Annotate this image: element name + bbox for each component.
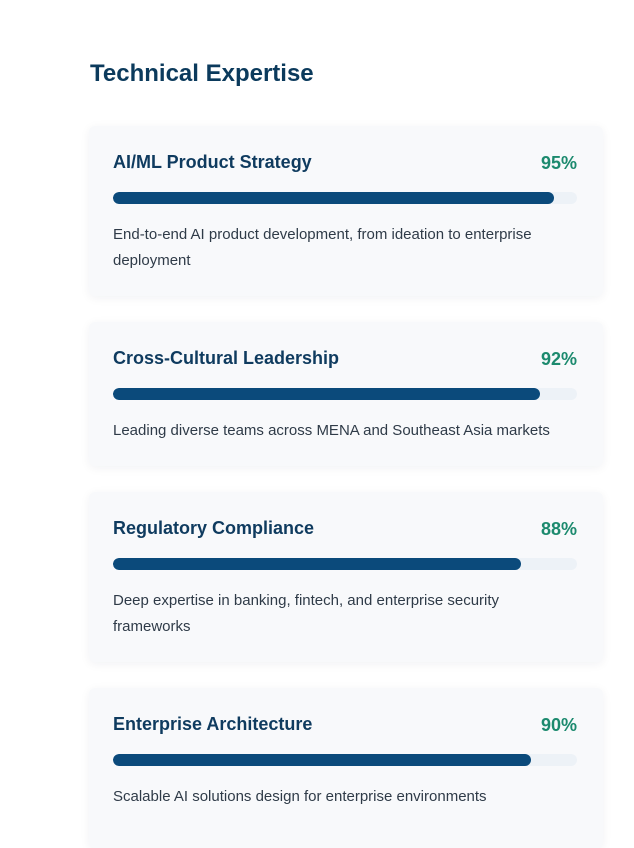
skill-progress-fill <box>113 558 522 570</box>
skill-card-regulatory-compliance: Regulatory Compliance 88% Deep expertise… <box>89 492 603 662</box>
skill-card-header: Cross-Cultural Leadership 92% <box>113 348 577 374</box>
section-title: Technical Expertise <box>90 60 314 87</box>
skill-percent: 88% <box>540 519 577 539</box>
skill-percent: 92% <box>540 349 577 369</box>
skill-progress-track <box>113 192 577 204</box>
skill-progress-fill <box>113 192 554 204</box>
skill-description: Deep expertise in banking, fintech, and … <box>113 592 500 635</box>
skill-card-header: AI/ML Product Strategy 95% <box>113 152 577 178</box>
skill-card-header: Regulatory Compliance 88% <box>113 518 577 544</box>
skill-name: AI/ML Product Strategy <box>113 152 312 172</box>
skill-description: Scalable AI solutions design for enterpr… <box>113 788 487 805</box>
skill-card-header: Enterprise Architecture 90% <box>113 714 577 740</box>
skill-progress-fill <box>113 754 531 766</box>
skill-description: Leading diverse teams across MENA and So… <box>113 422 550 439</box>
skill-name: Regulatory Compliance <box>113 518 315 538</box>
skill-progress-fill <box>113 388 540 400</box>
skill-name: Enterprise Architecture <box>113 714 313 734</box>
skill-card-ai-ml-product-strategy: AI/ML Product Strategy 95% End-to-end AI… <box>89 126 603 296</box>
skill-description: End-to-end AI product development, from … <box>113 226 532 269</box>
skill-progress-track <box>113 558 577 570</box>
skill-card-cross-cultural-leadership: Cross-Cultural Leadership 92% Leading di… <box>89 322 603 466</box>
skill-progress-track <box>113 388 577 400</box>
skill-name: Cross-Cultural Leadership <box>113 348 340 368</box>
skill-percent: 95% <box>540 153 577 173</box>
skill-percent: 90% <box>540 715 577 735</box>
skill-card-enterprise-architecture: Enterprise Architecture 90% Scalable AI … <box>89 688 603 848</box>
skill-progress-track <box>113 754 577 766</box>
